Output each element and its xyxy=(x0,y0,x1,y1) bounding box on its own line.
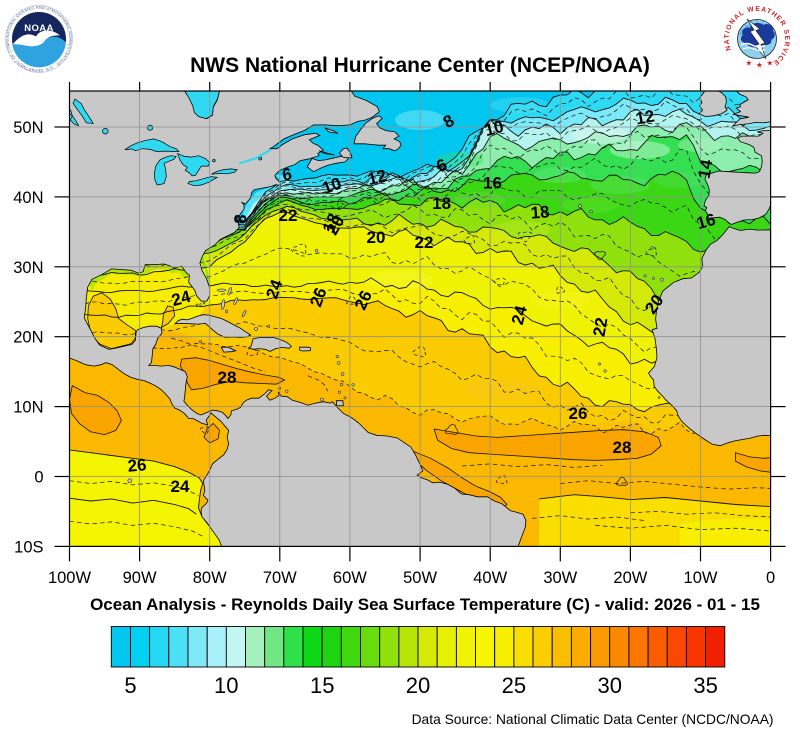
svg-text:NWS National Hurricane Center: NWS National Hurricane Center (NCEP/NOAA… xyxy=(190,54,650,77)
svg-text:22: 22 xyxy=(279,206,298,225)
svg-text:10N: 10N xyxy=(13,399,43,417)
svg-text:60W: 60W xyxy=(333,569,367,587)
svg-text:25: 25 xyxy=(502,673,526,698)
svg-text:16: 16 xyxy=(695,210,718,233)
svg-text:10: 10 xyxy=(214,673,238,698)
svg-text:0: 0 xyxy=(766,569,775,587)
svg-text:14: 14 xyxy=(694,158,716,180)
svg-text:10S: 10S xyxy=(14,538,43,556)
svg-text:24: 24 xyxy=(171,477,190,496)
svg-text:6: 6 xyxy=(281,164,294,184)
svg-text:40W: 40W xyxy=(473,569,507,587)
svg-text:22: 22 xyxy=(589,316,611,338)
svg-text:70W: 70W xyxy=(263,569,297,587)
svg-text:30W: 30W xyxy=(543,569,577,587)
svg-text:10: 10 xyxy=(483,117,506,140)
svg-text:100W: 100W xyxy=(48,569,92,587)
svg-text:★: ★ xyxy=(756,61,763,70)
svg-text:80W: 80W xyxy=(193,569,227,587)
svg-text:28: 28 xyxy=(218,368,237,387)
svg-text:28: 28 xyxy=(613,438,632,457)
svg-text:50W: 50W xyxy=(403,569,437,587)
svg-text:24: 24 xyxy=(508,303,531,327)
svg-text:0: 0 xyxy=(34,469,43,487)
svg-text:5: 5 xyxy=(124,673,136,698)
svg-text:18: 18 xyxy=(530,202,551,223)
svg-text:50N: 50N xyxy=(13,119,43,137)
svg-text:★: ★ xyxy=(767,59,774,68)
svg-text:20: 20 xyxy=(367,228,386,247)
svg-text:15: 15 xyxy=(310,673,334,698)
svg-text:30N: 30N xyxy=(13,259,43,277)
svg-text:NOAA: NOAA xyxy=(24,23,54,34)
svg-text:35: 35 xyxy=(693,673,717,698)
svg-text:20: 20 xyxy=(406,673,430,698)
svg-text:★: ★ xyxy=(746,59,753,68)
svg-text:20N: 20N xyxy=(13,329,43,347)
svg-text:22: 22 xyxy=(415,233,434,252)
svg-text:20W: 20W xyxy=(613,569,647,587)
svg-text:8: 8 xyxy=(231,213,251,224)
svg-text:26: 26 xyxy=(569,404,588,423)
svg-text:10W: 10W xyxy=(684,569,718,587)
svg-text:Ocean Analysis - Reynolds Dail: Ocean Analysis - Reynolds Daily Sea Surf… xyxy=(90,595,760,614)
svg-text:18: 18 xyxy=(432,194,451,213)
svg-text:24: 24 xyxy=(170,287,194,310)
svg-text:90W: 90W xyxy=(123,569,157,587)
svg-text:16: 16 xyxy=(483,174,502,193)
svg-text:26: 26 xyxy=(127,455,148,476)
svg-text:Data Source: National Climatic: Data Source: National Climatic Data Cent… xyxy=(412,712,774,727)
svg-text:12: 12 xyxy=(366,166,389,189)
svg-text:40N: 40N xyxy=(13,189,43,207)
svg-text:30: 30 xyxy=(597,673,621,698)
svg-text:12: 12 xyxy=(634,106,656,128)
